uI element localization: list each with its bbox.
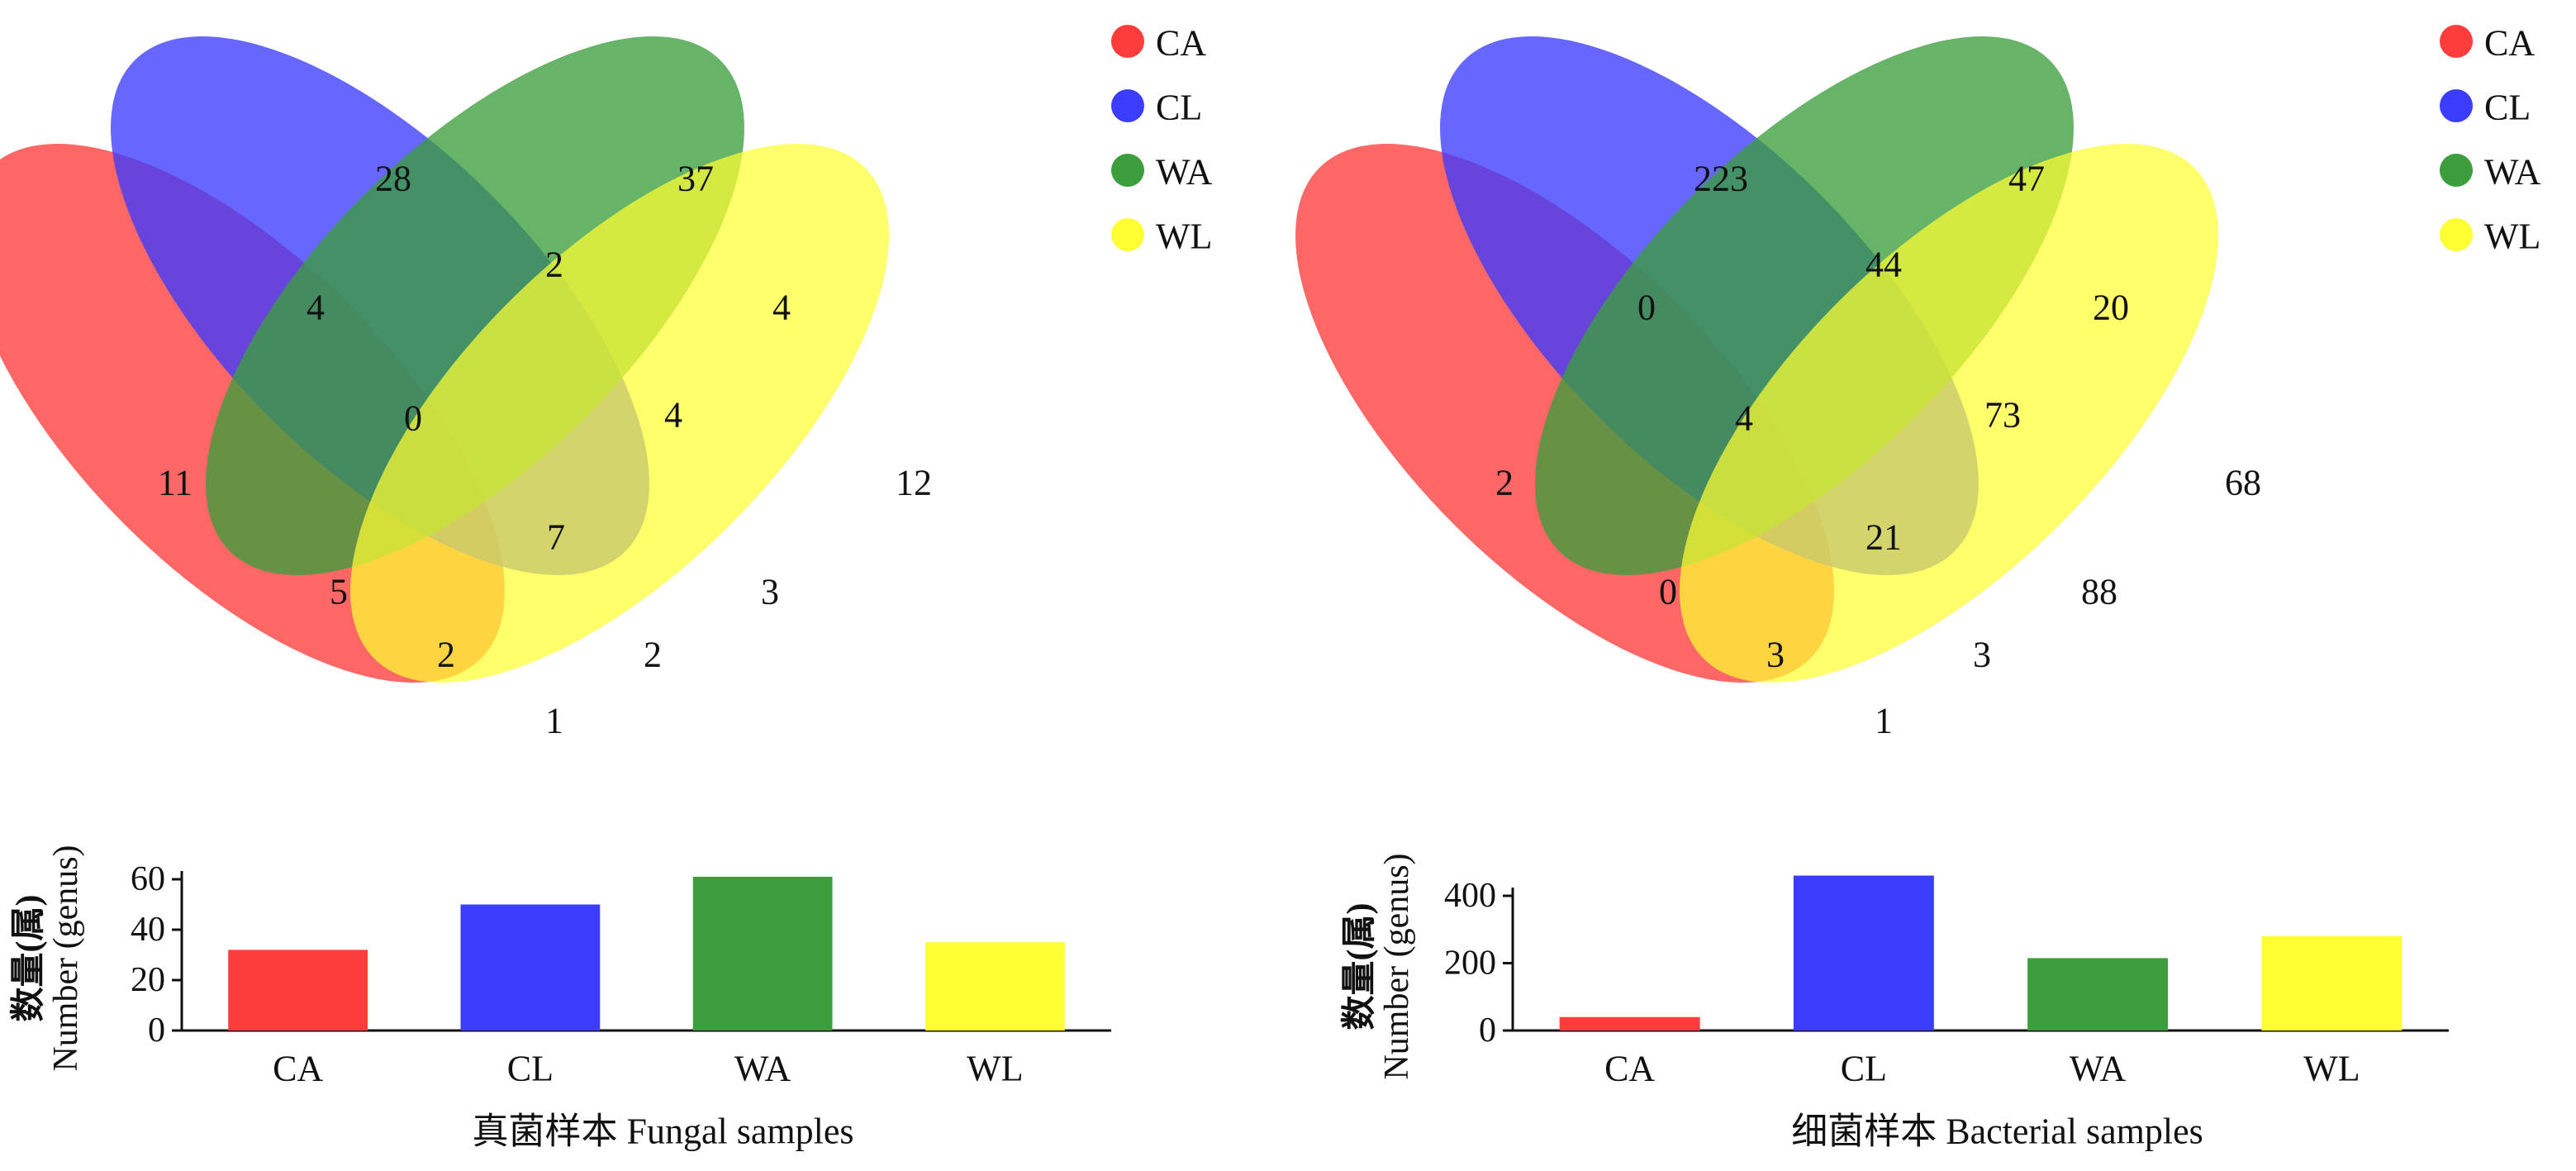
y-tick-label: 200	[1444, 945, 1496, 983]
bar-wl	[925, 942, 1065, 1031]
legend-swatch-wa	[1111, 154, 1144, 187]
x-tick-label-cl: CL	[507, 1049, 554, 1089]
y-axis-title-cn: 数量(属)	[9, 895, 48, 1022]
x-tick-label-wl: WL	[2303, 1049, 2360, 1089]
legend-label-cl: CL	[2484, 88, 2531, 128]
legend-label-wa: WA	[1156, 152, 1213, 193]
venn-region-ca-wa: 5	[330, 572, 348, 612]
venn-region-ca-cl-wa-wl: 7	[547, 517, 565, 558]
venn-region-ca-cl-wa-wl: 21	[1865, 517, 1902, 558]
venn-region-cl-wa: 44	[1865, 245, 1902, 285]
bar-chart: 0 20 40 60 CA CL WA WL 数量(属) Number (genus) 真菌样本 F…	[9, 845, 1111, 1152]
legend-label-wl: WL	[2484, 217, 2540, 257]
venn-diagram: 11 28 37 12 4 2 4 1 0 4 7 5 3 2 2	[0, 36, 932, 741]
legend-swatch-wl	[1111, 218, 1144, 251]
x-tick-label-wa: WA	[734, 1049, 791, 1089]
fungal-figure: 11 28 37 12 4 2 4 1 0 4 7 5 3 2 2 CA CL WA WL 0 20 40 60 CA CL WA…	[0, 23, 1213, 1152]
y-axis-title-en: Number (genus)	[1378, 853, 1416, 1079]
venn-region-cl: 28	[375, 159, 411, 199]
y-tick-label: 0	[148, 1012, 165, 1050]
venn-region-ca-wl: 1	[1875, 701, 1893, 741]
bacterial-figure: 2 223 47 68 0 44 20 1 4 73 21 0 88 3 3 CA CL WA WL 0 200 400 C…	[1295, 23, 2541, 1152]
legend-swatch-ca	[2440, 25, 2473, 58]
bar-cl	[460, 904, 601, 1031]
x-tick-label-wl: WL	[967, 1049, 1023, 1089]
venn-region-ca-cl: 0	[1637, 288, 1656, 328]
venn-region-cl-wa-wl: 73	[1984, 395, 2021, 436]
bar-wa	[2027, 958, 2169, 1031]
bar-ca	[228, 950, 368, 1031]
y-tick-label: 400	[1444, 877, 1496, 915]
legend-swatch-wl	[2440, 218, 2473, 251]
legend: CA CL WA WL	[1111, 23, 1213, 257]
venn-region-cl-wl: 3	[761, 572, 779, 612]
venn-ellipse-wa	[206, 36, 744, 575]
x-tick-label-ca: CA	[1604, 1049, 1655, 1089]
legend: CA CL WA WL	[2440, 23, 2541, 257]
legend-label-ca: CA	[1156, 23, 1206, 64]
y-axis-title-en: Number (genus)	[47, 845, 85, 1071]
bar-ca	[1559, 1016, 1700, 1031]
y-tick-label: 60	[131, 860, 165, 898]
venn-region-wa: 37	[677, 159, 714, 199]
venn-ellipse-wl	[350, 144, 889, 683]
venn-region-wa-wl: 4	[772, 288, 791, 328]
venn-region-ca-cl-wl: 2	[437, 635, 455, 675]
legend-label-ca: CA	[2484, 23, 2535, 64]
venn-region-wl: 12	[896, 463, 932, 503]
venn-region-wl: 68	[2225, 463, 2261, 503]
bar-cl	[1793, 875, 1934, 1031]
legend-swatch-cl	[2440, 89, 2473, 122]
venn-diagram: 2 223 47 68 0 44 20 1 4 73 21 0 88 3 3	[1295, 36, 2261, 741]
y-tick-label: 0	[1479, 1012, 1496, 1050]
venn-region-cl: 223	[1694, 159, 1748, 199]
legend-swatch-cl	[1111, 89, 1144, 122]
sample-title: 真菌样本 Fungal samples	[473, 1111, 854, 1152]
sample-title: 细菌样本 Bacterial samples	[1791, 1111, 2203, 1152]
venn-region-ca: 2	[1495, 463, 1514, 503]
venn-region-ca-wa: 0	[1659, 572, 1677, 612]
y-axis-title-cn: 数量(属)	[1340, 903, 1379, 1031]
fungal-panel: 11 28 37 12 4 2 4 1 0 4 7 5 3 2 2 CA CL WA WL 0 20 40 60 CA CL WA…	[0, 23, 1213, 1152]
venn-region-ca-wl: 1	[545, 701, 563, 741]
x-tick-label-cl: CL	[1841, 1049, 1887, 1089]
legend-swatch-wa	[2440, 154, 2473, 187]
venn-region-wa-wl: 20	[2093, 288, 2129, 328]
venn-region-cl-wa: 2	[545, 245, 563, 285]
bar-wa	[692, 876, 833, 1031]
venn-region-cl-wa-wl: 4	[664, 395, 682, 436]
venn-region-ca-wa-wl: 2	[644, 635, 662, 675]
venn-region-ca-cl: 4	[307, 288, 325, 328]
venn-ellipse-wa	[1535, 36, 2074, 575]
y-tick-label: 20	[131, 961, 165, 999]
bar-chart: 0 200 400 CA CL WA WL 数量(属) Number (genus) 细菌样本 B…	[1340, 853, 2449, 1152]
venn-ellipse-wl	[1680, 144, 2218, 683]
x-tick-label-ca: CA	[273, 1049, 323, 1089]
venn-region-ca-cl-wa: 0	[404, 398, 422, 439]
bacterial-panel: 2 223 47 68 0 44 20 1 4 73 21 0 88 3 3 CA CL WA WL 0 200 400 C…	[1288, 0, 2576, 1171]
legend-label-wl: WL	[1156, 217, 1212, 257]
venn-region-wa: 47	[2008, 159, 2045, 199]
legend-swatch-ca	[1111, 25, 1144, 58]
venn-region-cl-wl: 88	[2081, 572, 2117, 612]
bar-wl	[2261, 935, 2403, 1031]
x-tick-label-wa: WA	[2070, 1049, 2127, 1089]
venn-region-ca-wa-wl: 3	[1973, 635, 1991, 675]
venn-region-ca: 11	[158, 463, 192, 503]
y-tick-label: 40	[131, 911, 165, 949]
legend-label-wa: WA	[2484, 152, 2541, 193]
legend-label-cl: CL	[1156, 88, 1202, 128]
venn-region-ca-cl-wa: 4	[1735, 398, 1753, 439]
venn-region-ca-cl-wl: 3	[1766, 635, 1785, 675]
